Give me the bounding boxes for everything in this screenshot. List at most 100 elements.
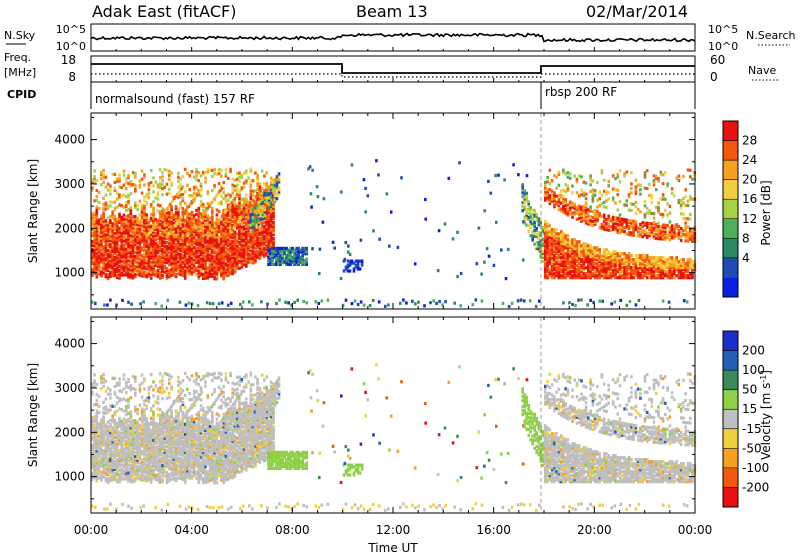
- power-cell: [256, 197, 259, 202]
- power-cell: [539, 221, 543, 225]
- power-cell: [259, 211, 263, 215]
- power-cell: [138, 257, 142, 261]
- power-cell: [602, 274, 606, 278]
- power-cell: [661, 233, 665, 237]
- power-cell: [589, 254, 592, 258]
- power-cell: [188, 264, 191, 268]
- power-cell: [269, 183, 273, 187]
- power-cell: [507, 304, 511, 309]
- power-cell: [95, 261, 99, 265]
- power-cell: [120, 237, 123, 241]
- power-cell: [287, 259, 290, 263]
- power-cell: [684, 229, 687, 233]
- power-cell: [179, 268, 182, 273]
- power-cell: [584, 258, 588, 262]
- power-cell: [178, 300, 182, 304]
- power-cell: [120, 267, 123, 271]
- power-cell: [627, 256, 631, 260]
- power-cell: [559, 244, 563, 248]
- power-cell: [236, 248, 239, 252]
- power-cell: [220, 238, 223, 242]
- power-cell: [136, 268, 139, 272]
- power-cell: [566, 270, 570, 274]
- power-cell: [208, 252, 212, 256]
- power-cell: [265, 227, 268, 231]
- power-cell: [584, 197, 588, 201]
- power-cell: [129, 276, 133, 280]
- power-cell: [131, 236, 135, 240]
- power-cell: [109, 243, 112, 247]
- power-cell: [214, 194, 218, 199]
- power-cell: [630, 186, 633, 190]
- power-cell: [145, 215, 148, 219]
- power-cell: [527, 211, 530, 216]
- power-cell: [632, 276, 635, 280]
- power-cell: [318, 272, 321, 276]
- power-cell: [553, 228, 556, 232]
- power-cell: [220, 187, 224, 191]
- power-cell: [161, 209, 164, 213]
- power-cell: [277, 250, 280, 254]
- power-cell: [93, 175, 96, 179]
- power-cell: [247, 238, 250, 242]
- power-cell: [305, 301, 308, 305]
- power-cell: [131, 248, 135, 252]
- power-cell: [591, 268, 595, 272]
- power-cell: [611, 266, 615, 270]
- power-cell: [100, 232, 103, 236]
- power-cell: [283, 248, 286, 252]
- power-cell: [564, 183, 567, 187]
- power-cell: [236, 246, 239, 250]
- power-cell: [129, 264, 133, 268]
- power-cell: [664, 258, 667, 262]
- power-cell: [177, 195, 180, 199]
- power-cell: [267, 250, 270, 254]
- power-cell: [189, 202, 192, 206]
- power-cell: [272, 230, 275, 234]
- power-cell: [106, 259, 110, 263]
- power-cell: [648, 264, 651, 268]
- power-cell: [134, 265, 137, 269]
- power-cell: [632, 227, 635, 231]
- power-cell: [238, 175, 241, 179]
- power-cell: [181, 216, 185, 220]
- power-cell: [625, 264, 629, 268]
- power-cell: [163, 256, 167, 260]
- power-cell: [106, 263, 110, 267]
- power-cell: [140, 208, 144, 212]
- power-cell: [344, 265, 348, 269]
- power-cell: [183, 232, 187, 236]
- power-cell: [555, 256, 558, 260]
- power-cell: [285, 253, 288, 258]
- power-cell: [149, 264, 153, 268]
- power-cell: [170, 225, 173, 229]
- power-cell: [163, 254, 167, 258]
- power-cell: [231, 230, 234, 234]
- power-cell: [143, 212, 146, 216]
- power-cell: [610, 302, 613, 306]
- power-cell: [657, 264, 660, 268]
- power-cell: [657, 237, 660, 241]
- power-cell: [168, 257, 171, 261]
- power-cell: [591, 258, 595, 262]
- power-cell: [537, 241, 541, 245]
- power-cell: [118, 177, 121, 181]
- power-cell: [279, 261, 282, 265]
- power-cell: [269, 180, 273, 184]
- power-cell: [163, 167, 167, 172]
- power-cell: [125, 223, 128, 227]
- power-cell: [652, 183, 656, 187]
- power-cell: [122, 265, 126, 269]
- power-cell: [186, 221, 189, 225]
- power-cell: [639, 234, 642, 238]
- power-cell: [305, 259, 308, 263]
- power-cell: [125, 255, 128, 259]
- power-cell: [213, 245, 216, 249]
- power-cell: [533, 230, 536, 234]
- power-cell: [666, 223, 669, 228]
- power-cell: [190, 246, 194, 250]
- power-cell: [256, 239, 259, 243]
- power-cell: [229, 202, 232, 206]
- power-cell: [664, 262, 667, 266]
- power-cell: [147, 254, 151, 258]
